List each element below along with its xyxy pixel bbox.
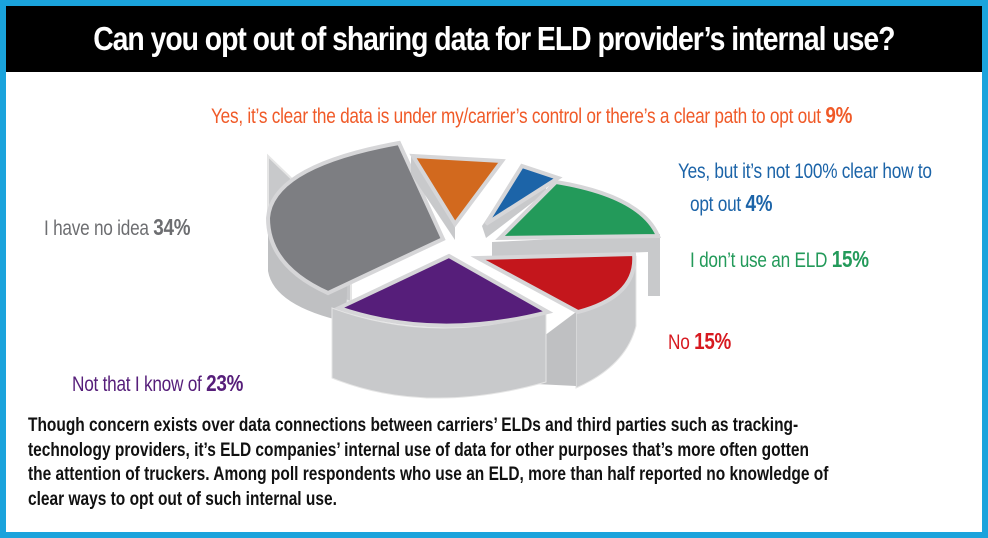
label-pct: 15% (694, 328, 732, 354)
label-unclear-yes: Yes, but it’s not 100% clear how to (678, 160, 932, 184)
label-no-eld: I don’t use an ELD 15% (690, 246, 869, 273)
label-clear-yes: Yes, it’s clear the data is under my/car… (211, 102, 852, 129)
label-text: No (668, 331, 690, 354)
label-text: Not that I know of (72, 373, 202, 396)
slice-unclear-yes (482, 163, 563, 238)
chart-title: Can you opt out of sharing data for ELD … (6, 6, 982, 72)
label-pct: 4% (745, 190, 773, 216)
caption-line: clear ways to opt out of such internal u… (28, 488, 337, 510)
label-text-line1: Yes, but it’s not 100% clear how to (678, 160, 932, 183)
slice-no-idea (265, 140, 446, 322)
label-pct: 34% (153, 214, 191, 240)
label-text-line2: opt out (690, 193, 741, 216)
title-text: Can you opt out of sharing data for ELD … (93, 20, 895, 57)
caption: Though concern exists over data connecti… (28, 414, 957, 512)
label-pct: 15% (831, 246, 869, 272)
pie-chart (265, 140, 662, 399)
slice-clear-yes (409, 153, 506, 240)
label-text: Yes, it’s clear the data is under my/car… (211, 105, 821, 128)
slice-not-know (331, 253, 554, 399)
caption-line: the attention of truckers. Among poll re… (28, 464, 829, 485)
label-pct: 9% (825, 102, 853, 128)
caption-line: technology providers, it’s ELD companies… (28, 439, 809, 461)
slice-no (470, 251, 637, 389)
label-unclear-yes-2: opt out 4% (690, 190, 773, 217)
slice-no-eld (492, 179, 662, 296)
label-not-know: Not that I know of 23% (72, 370, 243, 397)
label-no: No 15% (668, 328, 731, 355)
label-text: I don’t use an ELD (690, 249, 828, 272)
label-pct: 23% (206, 370, 244, 396)
label-text: I have no idea (44, 217, 149, 240)
label-no-idea: I have no idea 34% (44, 214, 191, 241)
caption-line: Though concern exists over data connecti… (28, 415, 799, 436)
